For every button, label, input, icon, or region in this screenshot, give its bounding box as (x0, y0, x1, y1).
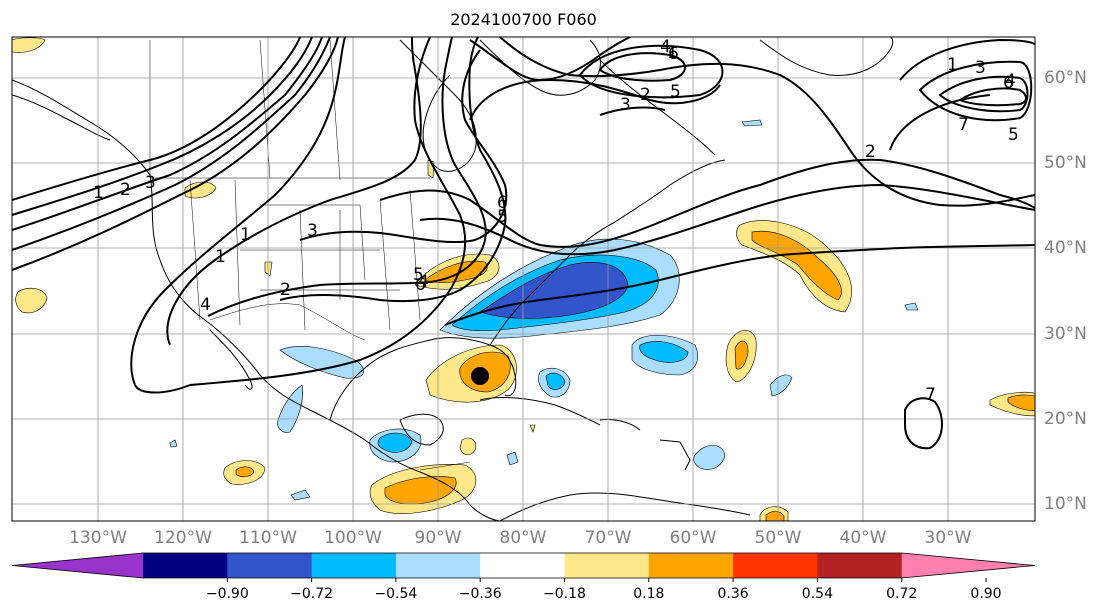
contour-label: 4 (200, 295, 211, 315)
latitude-label: 20°N (1044, 409, 1087, 429)
contour-label: 6 (668, 44, 679, 64)
contour-label: 1 (240, 225, 251, 245)
graticule (12, 37, 1035, 521)
contour-label: 2 (120, 180, 131, 200)
longitude-label: 60°W (669, 528, 717, 548)
colorbar-tick-label: −0.72 (290, 586, 334, 602)
political-borders (149, 39, 471, 471)
contour-label: 3 (620, 95, 631, 115)
contour-label: 1 (667, 43, 678, 63)
contour-label: 4 (660, 37, 671, 57)
contour-label: 7 (958, 115, 969, 135)
longitude-label: 70°W (584, 528, 632, 548)
colorbar-segment (480, 553, 565, 578)
colorbar-tick-label: −0.18 (543, 586, 586, 602)
longitude-label: 40°W (839, 528, 887, 548)
colorbar-segment (227, 553, 313, 578)
colorbar (11, 552, 1036, 582)
contour-label: 4 (1005, 71, 1016, 91)
latitude-label: 40°N (1044, 238, 1087, 258)
contour-label: 5 (670, 82, 681, 102)
contour-label: 2 (640, 85, 651, 105)
contour-label: 3 (975, 58, 986, 78)
contour-label: 3 (145, 173, 156, 193)
colorbar-tick-label: −0.36 (458, 586, 502, 602)
contour-label: 2 (280, 280, 291, 300)
colorbar-tick-label: −0.54 (374, 586, 418, 602)
contour-label: 6 (415, 275, 426, 295)
longitude-label: 120°W (154, 528, 212, 548)
contour-label: 5 (497, 207, 508, 227)
colorbar-tick-label: 0.36 (717, 586, 749, 602)
contour-label: 5 (413, 265, 424, 285)
colorbar-segment (648, 553, 734, 578)
colorbar-segment (395, 553, 481, 578)
latitude-label: 30°N (1044, 324, 1087, 344)
longitude-label: 110°W (239, 528, 297, 548)
contour-label: 1 (215, 247, 226, 267)
contour-label: 3 (307, 221, 318, 241)
longitude-label: 90°W (414, 528, 462, 548)
colorbar-segment (564, 553, 650, 578)
contour-label: 6 (1003, 73, 1014, 93)
colorbar-tick-label: 0.18 (633, 586, 665, 602)
colorbar-tick-label: 0.90 (970, 586, 1002, 602)
contour-label: 4 (418, 272, 429, 292)
contour-label: 6 (497, 193, 508, 213)
colorbar-segment (143, 553, 228, 578)
contour-lines (12, 37, 1035, 450)
colorbar-segment (733, 553, 818, 578)
longitude-label: 100°W (324, 528, 382, 548)
latitude-label: 50°N (1044, 153, 1087, 173)
longitude-label: 80°W (499, 528, 547, 548)
contour-label: 1 (947, 55, 958, 75)
colorbar-segment (817, 553, 903, 578)
contour-label: 1 (93, 183, 104, 203)
contour-label: 2 (865, 142, 876, 162)
map-title: 2024100700 F060 (450, 10, 597, 29)
colorbar-tick-label: −0.90 (205, 586, 249, 602)
colorbar-tick-label: 0.72 (886, 586, 918, 602)
colorbar-extend-high (901, 553, 1035, 578)
colorbar-segment (311, 553, 397, 578)
longitude-label: 30°W (924, 528, 972, 548)
storm-center-marker (471, 367, 489, 385)
latitude-label: 60°N (1044, 68, 1087, 88)
longitude-label: 130°W (69, 528, 127, 548)
colorbar-tick-label: 0.54 (801, 586, 833, 602)
contour-label: 7 (925, 385, 936, 405)
contour-label: 5 (1008, 125, 1019, 145)
latitude-label: 10°N (1044, 494, 1087, 514)
longitude-label: 50°W (754, 528, 802, 548)
